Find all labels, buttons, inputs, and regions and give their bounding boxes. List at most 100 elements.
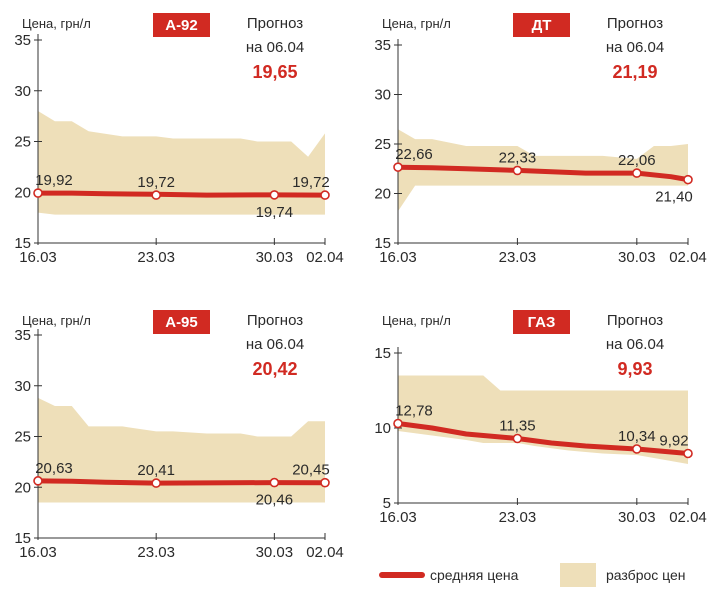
y-tick-label: 15 [14, 530, 31, 547]
y-tick-label: 25 [14, 134, 31, 151]
data-label: 20,45 [292, 462, 330, 479]
data-label: 20,63 [35, 460, 73, 477]
x-tick-label: 30.03 [618, 249, 656, 266]
average-price-line [35, 190, 328, 198]
fuel-type-badge [153, 310, 210, 334]
price-spread-band [38, 397, 325, 503]
data-label: 10,34 [618, 428, 656, 445]
legend-band-label: разброс цен [606, 567, 686, 583]
x-tick-label: 23.03 [499, 249, 537, 266]
x-tick-label: 23.03 [137, 544, 175, 561]
forecast-date-label: на 06.04 [246, 39, 304, 56]
data-point-marker [393, 162, 403, 172]
data-label: 22,33 [499, 149, 537, 166]
chart-panel-4: 5 10 15 16.03 23.03 30.03 02.04 12,78 11,35 10,34… [374, 310, 707, 526]
price-spread-band [38, 111, 325, 215]
y-tick-label: 35 [374, 37, 391, 54]
y-tick-label: 30 [14, 83, 31, 100]
y-tick-label: 15 [14, 235, 31, 252]
data-label: 11,35 [499, 418, 535, 435]
forecast-date-label: на 06.04 [606, 336, 664, 353]
data-point-marker [320, 477, 330, 488]
data-point-marker [393, 418, 403, 429]
forecast-label: Прогноз [247, 15, 303, 32]
forecast-label: Прогноз [247, 312, 303, 329]
x-tick-label: 23.03 [137, 249, 175, 266]
forecast-date-label: на 06.04 [606, 39, 664, 56]
fuel-type-badge [153, 13, 210, 37]
price-spread-band [398, 375, 688, 464]
y-axis-label: Цена, грн/л [382, 313, 451, 328]
x-tick-label: 30.03 [256, 544, 294, 561]
forecast-value: 21,19 [612, 62, 657, 82]
data-point-marker [151, 190, 161, 200]
forecast-date-label: на 06.04 [246, 336, 304, 353]
y-tick-label: 35 [14, 32, 31, 49]
y-tick-label: 15 [374, 235, 391, 252]
y-tick-label: 25 [374, 136, 391, 153]
fuel-type-label: А-95 [165, 314, 198, 331]
data-label: 19,72 [137, 174, 175, 191]
data-point-marker [683, 174, 693, 185]
y-axis-label: Цена, грн/л [22, 313, 91, 328]
forecast-value: 19,65 [252, 62, 297, 82]
chart-panel-3: 15 20 25 30 35 16.03 23.03 30.03 02.04 20,63 20,41… [14, 310, 344, 561]
chart-panel-2: 15 20 25 30 35 16.03 23.03 30.03 02.04 22,66 22,33… [374, 13, 707, 266]
fuel-type-label: А-92 [165, 17, 198, 34]
data-point-marker [512, 433, 523, 444]
data-point-marker [320, 190, 330, 200]
y-tick-label: 20 [374, 186, 391, 203]
data-label: 20,46 [256, 492, 294, 509]
legend: средняя цена разброс цен [379, 563, 686, 587]
forecast-value: 20,42 [252, 359, 297, 379]
data-label: 19,74 [256, 204, 294, 221]
forecast-value: 9,93 [617, 359, 652, 379]
y-tick-label: 25 [14, 429, 31, 446]
data-label: 21,40 [655, 189, 693, 206]
x-tick-label: 30.03 [256, 249, 294, 266]
y-tick-label: 30 [374, 87, 391, 104]
data-point-marker [632, 444, 642, 454]
data-label: 22,06 [618, 152, 656, 169]
data-point-marker [151, 478, 161, 488]
data-label: 12,78 [395, 403, 433, 420]
x-tick-label: 02.04 [306, 249, 344, 266]
data-label: 19,72 [292, 174, 330, 191]
x-tick-label: 02.04 [669, 509, 707, 526]
data-label: 20,41 [137, 462, 175, 479]
fuel-type-badge [513, 310, 570, 334]
x-tick-label: 16.03 [19, 544, 57, 561]
fuel-type-label: ГАЗ [528, 314, 556, 331]
data-point-marker [33, 188, 43, 198]
x-tick-label: 02.04 [306, 544, 344, 561]
x-tick-label: 30.03 [618, 509, 656, 526]
data-point-marker [512, 165, 523, 176]
x-tick-label: 16.03 [379, 249, 417, 266]
x-tick-label: 02.04 [669, 249, 707, 266]
y-tick-label: 20 [14, 479, 31, 496]
data-label: 19,92 [35, 172, 73, 189]
average-price-line [35, 478, 328, 486]
y-tick-label: 10 [374, 420, 391, 437]
legend-line-label: средняя цена [430, 567, 519, 583]
data-point-marker [269, 477, 280, 488]
x-tick-label: 16.03 [379, 509, 417, 526]
y-tick-label: 5 [383, 495, 391, 512]
forecast-label: Прогноз [607, 312, 663, 329]
fuel-type-label: ДТ [532, 17, 552, 34]
y-tick-label: 20 [14, 184, 31, 201]
forecast-label: Прогноз [607, 15, 663, 32]
data-point-marker [632, 168, 642, 178]
data-label: 22,66 [395, 146, 433, 163]
x-tick-label: 23.03 [499, 509, 537, 526]
data-label: 9,92 [659, 433, 688, 450]
data-point-marker [683, 448, 693, 459]
legend-band-swatch [560, 563, 596, 587]
average-price-line [395, 164, 691, 183]
x-tick-label: 16.03 [19, 249, 57, 266]
data-point-marker [269, 190, 280, 200]
y-tick-label: 35 [14, 327, 31, 344]
y-axis-label: Цена, грн/л [382, 16, 451, 31]
